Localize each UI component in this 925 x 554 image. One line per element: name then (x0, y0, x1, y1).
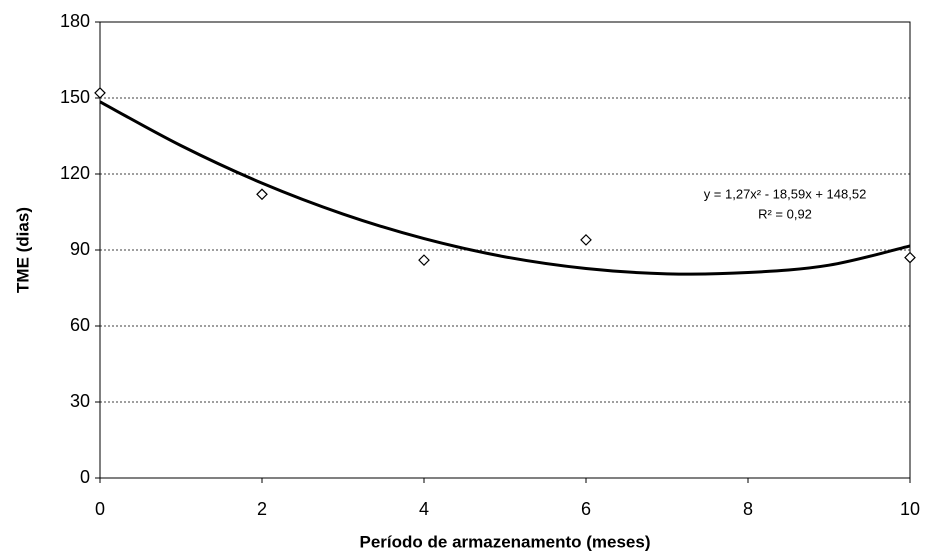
data-point (256, 188, 268, 201)
x-tick-label: 8 (743, 499, 753, 519)
x-tick-label: 0 (95, 499, 105, 519)
data-point (418, 254, 430, 266)
y-tick-label: 90 (70, 239, 90, 259)
y-tick-label: 0 (80, 467, 90, 487)
x-tick-label: 6 (581, 499, 591, 519)
x-axis-label: Período de armazenamento (meses) (360, 532, 651, 551)
y-tick-label: 180 (60, 11, 90, 31)
equation: y = 1,27x² - 18,59x + 148,52 (704, 186, 867, 201)
trendline (99, 100, 911, 276)
y-tick-label: 60 (70, 315, 90, 335)
data-point (580, 234, 592, 246)
y-tick-label: 30 (70, 391, 90, 411)
x-tick-label: 10 (900, 499, 920, 519)
y-tick-label: 150 (60, 87, 90, 107)
y-axis-label: TME (dias) (13, 207, 32, 293)
plot-frame (99, 21, 911, 479)
x-tick-label: 2 (257, 499, 267, 519)
x-tick-label: 4 (419, 499, 429, 519)
data-point (94, 87, 106, 99)
y-tick-label: 120 (60, 163, 90, 183)
r-squared: R² = 0,92 (758, 206, 812, 221)
data-point (904, 251, 916, 264)
